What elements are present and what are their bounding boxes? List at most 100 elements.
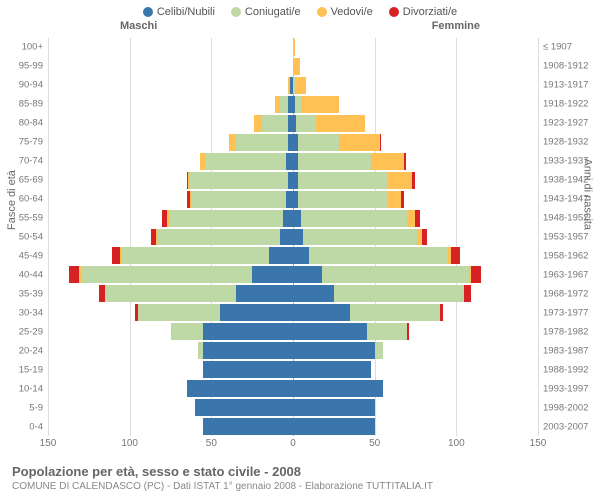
legend-item: Celibi/Nubili [143,6,215,18]
birth-label: 1913-1917 [538,80,588,91]
bar-segment [293,39,295,56]
age-label: 95-99 [19,61,48,72]
male-bar [48,418,293,435]
age-row: 65-691938-1942 [48,171,538,190]
female-bar [293,77,538,94]
bar-segment [301,96,339,113]
bar-segment [339,134,380,151]
male-bar [48,96,293,113]
male-bar [48,58,293,75]
male-bar [48,380,293,397]
bar-segment [440,304,443,321]
bar-segment [269,247,294,264]
age-label: 70-74 [19,156,48,167]
bar-segment [157,229,280,246]
chart-subtitle: COMUNE DI CALENDASCO (PC) - Dati ISTAT 1… [12,481,588,492]
age-label: 20-24 [19,345,48,356]
male-bar [48,323,293,340]
bar-segment [412,172,415,189]
bar-segment [81,266,253,283]
bar-segment [322,266,469,283]
x-tick-label: 100 [121,438,138,449]
bar-segment [236,134,288,151]
bar-segment [122,247,269,264]
legend-label: Divorziati/e [403,6,457,18]
male-bar [48,134,293,151]
age-row: 15-191988-1992 [48,360,538,379]
bar-segment [415,210,420,227]
bar-segment [169,210,283,227]
bar-segment [293,342,375,359]
bar-segment [236,285,293,302]
bar-segment [283,210,293,227]
birth-label: 1948-1952 [538,213,588,224]
age-row: 90-941913-1917 [48,76,538,95]
birth-label: 1933-1937 [538,156,588,167]
female-bar [293,229,538,246]
bar-segment [203,361,293,378]
bar-segment [293,58,300,75]
female-bar [293,191,538,208]
bar-segment [293,361,371,378]
age-label: 35-39 [19,288,48,299]
bar-segment [187,380,293,397]
bar-segment [293,285,334,302]
birth-label: 1918-1922 [538,99,588,110]
age-label: 65-69 [19,175,48,186]
birth-label: 1998-2002 [538,402,588,413]
age-label: 50-54 [19,232,48,243]
bar-segment [303,229,417,246]
bar-segment [401,191,404,208]
bar-segment [295,77,306,94]
chart-title: Popolazione per età, sesso e stato civil… [12,464,588,479]
bar-segment [293,229,303,246]
bar-segment [471,266,481,283]
female-bar [293,342,538,359]
bar-segment [388,172,413,189]
male-bar [48,266,293,283]
age-row: 75-791928-1932 [48,133,538,152]
x-axis: 15010050050100150 [48,438,538,452]
age-row: 25-291978-1982 [48,322,538,341]
birth-label: 1928-1932 [538,137,588,148]
x-tick-label: 50 [369,438,380,449]
bar-segment [301,210,407,227]
bar-segment [293,399,375,416]
female-bar [293,380,538,397]
age-row: 45-491958-1962 [48,246,538,265]
legend-swatch [389,7,399,17]
bar-segment [252,266,293,283]
x-tick-label: 50 [206,438,217,449]
bar-segment [334,285,465,302]
birth-label: 1953-1957 [538,232,588,243]
age-label: 25-29 [19,326,48,337]
legend-swatch [143,7,153,17]
header-male: Maschi [120,20,157,32]
female-bar [293,323,538,340]
bar-segment [407,323,409,340]
bar-segment [293,380,383,397]
bar-segment [367,323,408,340]
bar-segment [404,153,406,170]
age-label: 90-94 [19,80,48,91]
bar-segment [293,418,375,435]
birth-label: 1988-1992 [538,364,588,375]
bar-segment [171,323,204,340]
female-bar [293,172,538,189]
age-label: 55-59 [19,213,48,224]
male-bar [48,399,293,416]
legend-item: Vedovi/e [317,6,373,18]
header-female: Femmine [432,20,480,32]
age-label: 60-64 [19,194,48,205]
birth-label: 1968-1972 [538,288,588,299]
age-row: 5-91998-2002 [48,398,538,417]
age-label: 100+ [22,42,48,53]
bar-segment [296,115,316,132]
bar-segment [293,210,301,227]
birth-label: 1958-1962 [538,250,588,261]
age-row: 20-241983-1987 [48,341,538,360]
male-bar [48,77,293,94]
bar-segment [464,285,471,302]
legend-label: Vedovi/e [331,6,373,18]
birth-label: 1973-1977 [538,307,588,318]
